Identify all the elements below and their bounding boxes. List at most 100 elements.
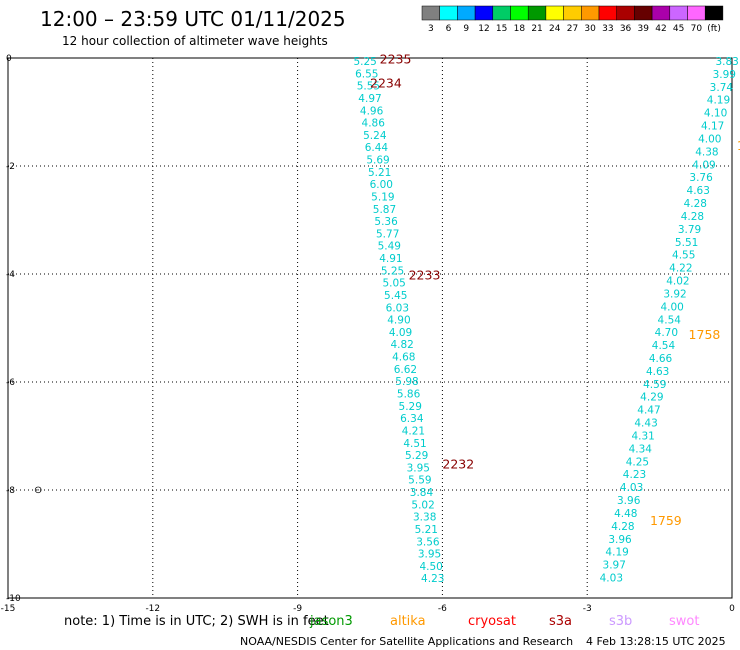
wave-height-label: 5.25	[353, 56, 376, 68]
x-tick-label: -15	[1, 604, 16, 614]
wave-height-label: 3.95	[418, 549, 441, 561]
satellite-legend: jason3 altika cryosat s3a s3b swot	[309, 614, 699, 629]
legend-label: 36	[620, 24, 632, 34]
footer-timestamp: 4 Feb 13:28:15 UTC 2025	[586, 635, 726, 648]
pass-time-label: 2234	[370, 76, 402, 91]
wave-height-label: 4.50	[419, 561, 442, 573]
wave-height-label: 4.25	[626, 456, 649, 468]
track-right: 3.833.993.744.194.104.174.004.384.093.76…	[600, 56, 739, 585]
legend-label: 70	[691, 24, 703, 34]
wave-height-label: 4.90	[387, 315, 410, 327]
x-tick-label: 0	[729, 604, 735, 614]
wave-height-label: 6.55	[355, 68, 378, 80]
color-legend: 3 6 9 12 15 18 21 24 27 30 33 36 39 42 45 70 (ft)	[421, 5, 724, 34]
wave-height-label: 4.22	[669, 263, 692, 275]
wave-height-label: 4.97	[358, 93, 381, 105]
location-marker-icon: ⊙	[34, 485, 42, 496]
wave-height-label: 3.83	[715, 56, 738, 68]
wave-height-label: 5.45	[384, 290, 407, 302]
wave-height-label: 4.63	[646, 366, 669, 378]
page-title: 12:00 – 23:59 UTC 01/11/2025	[40, 7, 346, 31]
wave-height-label: 5.25	[381, 265, 404, 277]
wave-height-label: 4.34	[629, 443, 653, 455]
x-tick-label: -3	[583, 604, 592, 614]
wave-height-label: 4.29	[640, 392, 663, 404]
legend-label: 3	[428, 24, 434, 34]
wave-height-label: 4.03	[620, 482, 643, 494]
y-tick-label: -6	[6, 378, 15, 388]
legend-swatch	[687, 5, 706, 21]
wave-height-label: 4.68	[392, 352, 415, 364]
legend-label: 39	[638, 24, 650, 34]
map-frame	[7, 57, 733, 599]
legend-label: 24	[549, 24, 561, 34]
wave-height-label: 4.91	[379, 253, 402, 265]
y-tick-label: -10	[6, 594, 21, 604]
wave-height-label: 4.09	[389, 327, 412, 339]
legend-label: 15	[496, 24, 507, 34]
y-tick-label: -2	[6, 162, 15, 172]
legend-swatch	[545, 5, 564, 21]
wave-height-label: 4.54	[652, 340, 676, 352]
legend-swatch	[492, 5, 511, 21]
wave-height-label: 3.97	[603, 560, 626, 572]
wave-height-label: 4.10	[704, 108, 727, 120]
wave-height-label: 3.74	[710, 82, 734, 94]
wave-height-label: 6.34	[400, 413, 424, 425]
wave-height-label: 3.84	[410, 487, 434, 499]
wave-height-label: 4.23	[421, 573, 444, 585]
note-text: note: 1) Time is in UTC; 2) SWH is in fe…	[64, 614, 329, 629]
wave-height-label: 4.03	[600, 573, 623, 585]
wave-height-label: 3.38	[413, 512, 436, 524]
wave-height-label: 6.03	[386, 302, 409, 314]
wave-height-label: 5.69	[366, 155, 389, 167]
wave-height-label: 4.00	[698, 133, 721, 145]
wave-height-label: 4.19	[605, 547, 628, 559]
y-tick-label: -8	[6, 486, 15, 496]
wave-height-label: 5.19	[371, 191, 394, 203]
wave-height-label: 4.31	[631, 430, 654, 442]
legend-swatch	[457, 5, 476, 21]
wave-height-label: 5.24	[363, 130, 387, 142]
legend-label: 45	[673, 24, 684, 34]
wave-height-label: 5.49	[378, 241, 401, 253]
wave-height-label: 5.87	[373, 204, 396, 216]
wave-height-label: 4.21	[402, 425, 425, 437]
track-left: 5.256.555.554.974.964.865.246.445.695.21…	[353, 56, 444, 585]
wave-height-label: 4.51	[403, 438, 426, 450]
wave-height-label: 5.59	[408, 475, 431, 487]
y-tick-label: -4	[6, 270, 15, 280]
time-labels: 2235 2234 2233 2232 17 1758 1759	[370, 51, 740, 528]
satellite-name: s3a	[549, 614, 572, 629]
legend-swatch	[474, 5, 494, 21]
x-tick-label: -12	[145, 604, 160, 614]
legend-swatch	[439, 5, 458, 21]
wave-height-label: 4.28	[684, 198, 707, 210]
wave-height-label: 4.17	[701, 121, 724, 133]
page-subtitle: 12 hour collection of altimeter wave hei…	[62, 34, 328, 48]
longitude-axis: -15 -12 -9 -6 -3 0	[1, 604, 735, 614]
wave-height-label: 5.05	[382, 278, 405, 290]
wave-height-label: 4.09	[692, 159, 715, 171]
wave-height-label: 6.44	[365, 142, 389, 154]
wave-height-label: 4.96	[360, 105, 384, 117]
wave-height-label: 5.77	[376, 228, 399, 240]
legend-label: 42	[655, 24, 666, 34]
wave-height-label: 4.47	[637, 405, 660, 417]
wave-height-label: 4.86	[362, 118, 386, 130]
legend-swatch	[634, 5, 653, 21]
legend-swatch	[616, 5, 635, 21]
latitude-axis: 0 -2 -4 -6 -8 -10	[6, 54, 21, 604]
satellite-name: s3b	[609, 614, 632, 629]
legend-swatch	[581, 5, 600, 21]
legend-swatch	[669, 5, 688, 21]
pass-time-label: 1759	[650, 513, 682, 528]
wave-height-label: 4.28	[681, 211, 704, 223]
wave-height-label: 3.79	[678, 224, 701, 236]
wave-height-label: 3.92	[663, 288, 686, 300]
wave-height-label: 4.28	[611, 521, 634, 533]
wave-height-label: 4.55	[672, 250, 695, 262]
legend-label: 33	[602, 24, 613, 34]
satellite-name: jason3	[309, 614, 353, 629]
